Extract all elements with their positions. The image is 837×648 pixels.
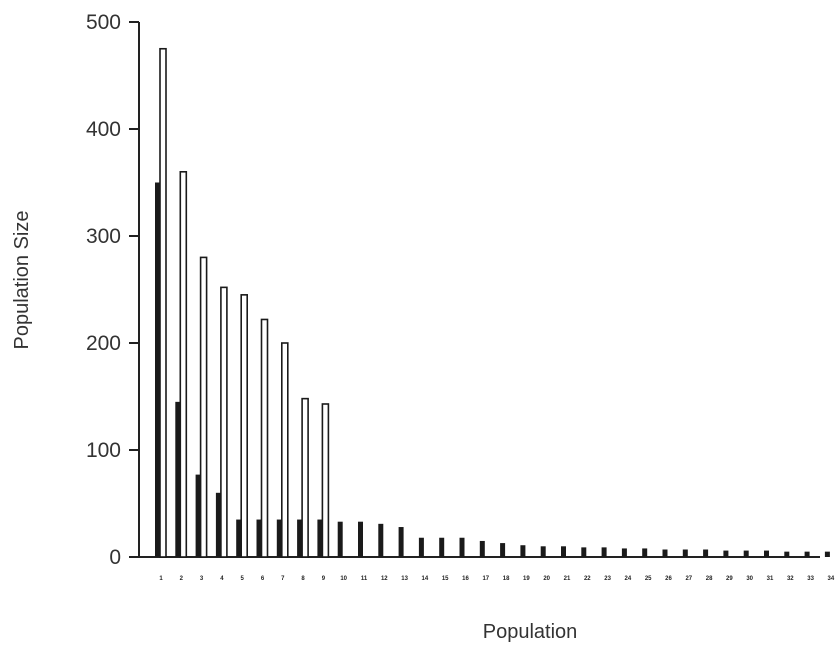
x-tick-label: 21 <box>564 576 571 582</box>
bar-outline <box>159 47 167 558</box>
bar-outline <box>280 342 289 558</box>
x-tick-label: 11 <box>361 576 368 582</box>
x-tick-label: 6 <box>261 576 265 582</box>
x-tick-label: 33 <box>807 576 814 582</box>
x-tick-label: 12 <box>381 576 388 582</box>
x-tick-label: 23 <box>604 576 611 582</box>
bar-outline <box>260 318 269 558</box>
x-tick-label: 29 <box>726 576 733 582</box>
bar-solid <box>358 521 363 557</box>
bar-solid <box>784 551 790 557</box>
x-tick-label: 3 <box>200 576 204 582</box>
x-tick-label: 30 <box>746 576 753 582</box>
x-tick-label: 10 <box>340 576 347 582</box>
x-tick-label: 34 <box>828 576 835 582</box>
category-labels: 1 2 3 4 5 6 7 8 9 10 11 12 13 14 15 16 17 18 19 20 21 22 23 24 2… <box>159 576 835 582</box>
x-tick-label: 5 <box>241 576 245 582</box>
x-tick-label: 20 <box>543 576 550 582</box>
bar-solid <box>215 492 221 557</box>
bar-solid <box>824 551 830 557</box>
bar-solid <box>459 537 465 557</box>
x-tick-label: 31 <box>767 576 774 582</box>
y-tick-label: 0 <box>109 546 121 569</box>
x-tick-label: 9 <box>322 576 326 582</box>
y-tick-label: 100 <box>86 439 121 462</box>
bar-solid <box>317 519 323 557</box>
bar-solid <box>723 550 729 557</box>
bar-solid <box>276 519 282 557</box>
bar-solid <box>642 548 648 557</box>
bar-solid <box>155 182 160 557</box>
bar-solid <box>764 550 769 557</box>
x-tick-label: 25 <box>645 576 652 582</box>
bar-solid <box>256 519 262 557</box>
x-tick-label: 18 <box>503 576 510 582</box>
x-tick-label: 22 <box>584 576 591 582</box>
x-tick-label: 26 <box>665 576 672 582</box>
x-tick-label: 19 <box>523 576 530 582</box>
bar-outline <box>220 286 228 558</box>
x-tick-label: 32 <box>787 576 794 582</box>
x-tick-label: 27 <box>685 576 692 582</box>
bar-outline <box>321 403 330 558</box>
bar-solid <box>398 527 404 557</box>
x-tick-label: 1 <box>159 576 163 582</box>
bar-solid <box>297 519 303 557</box>
x-tick-label: 17 <box>482 576 489 582</box>
bar-solid <box>540 546 546 557</box>
bar-outline <box>301 397 309 558</box>
bar-solid <box>337 521 343 557</box>
bar-outline <box>199 256 208 558</box>
bar-solid <box>479 540 485 557</box>
bar-solid <box>662 549 668 557</box>
bar-solid <box>601 547 607 557</box>
bar-solid <box>621 548 627 557</box>
x-tick-label: 14 <box>422 576 429 582</box>
bar-solid <box>743 550 749 557</box>
bar-outline <box>240 294 248 558</box>
x-tick-label: 8 <box>301 576 305 582</box>
bars <box>155 47 830 558</box>
bar-solid <box>520 545 526 557</box>
y-tick-label: 300 <box>86 225 121 248</box>
bar-solid <box>804 551 810 557</box>
x-tick-label: 28 <box>706 576 713 582</box>
y-axis-title: Population Size <box>11 211 33 350</box>
bar-solid <box>500 543 506 557</box>
bar-solid <box>236 519 242 557</box>
x-tick-label: 4 <box>220 576 224 582</box>
bar-solid <box>195 474 201 557</box>
bar-outline <box>179 171 188 558</box>
x-tick-label: 15 <box>442 576 449 582</box>
bar-solid <box>439 537 445 557</box>
bar-solid <box>378 523 384 557</box>
bar-solid <box>581 547 587 557</box>
bar-solid <box>418 537 424 557</box>
x-tick-label: 24 <box>625 576 632 582</box>
x-axis-title: Population <box>483 621 578 643</box>
bar-solid <box>682 549 688 557</box>
y-tick-label: 200 <box>86 332 121 355</box>
x-tick-label: 7 <box>281 576 285 582</box>
bar-solid <box>703 549 709 557</box>
x-tick-label: 13 <box>401 576 408 582</box>
y-tick-label: 500 <box>86 11 121 34</box>
bar-solid <box>561 546 566 557</box>
y-ticks: 0 100 200 300 400 500 <box>86 11 139 569</box>
x-tick-label: 16 <box>462 576 469 582</box>
y-tick-label: 400 <box>86 118 121 141</box>
bar-solid <box>175 401 181 557</box>
x-tick-label: 2 <box>180 576 184 582</box>
